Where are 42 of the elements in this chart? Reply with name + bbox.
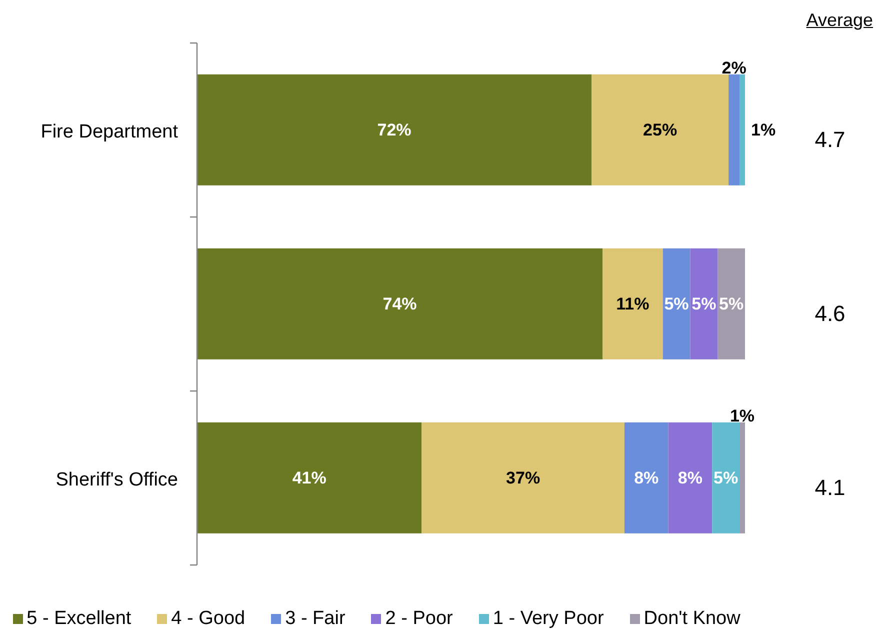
data-label: 5% <box>692 294 716 314</box>
data-label: 8% <box>634 468 659 488</box>
data-label: 8% <box>678 468 702 488</box>
bar <box>668 422 712 534</box>
y-tick-label: Fire Department <box>40 122 179 142</box>
bar <box>592 74 729 186</box>
data-label: 74% <box>382 294 417 314</box>
data-label: 5% <box>719 294 744 314</box>
data-label: 2% <box>722 58 746 78</box>
text: 4.7 <box>814 126 846 154</box>
bar <box>740 74 745 186</box>
bar <box>690 248 718 360</box>
legend-label: 5 - Excellent <box>26 608 132 630</box>
bar <box>422 422 624 534</box>
data-label: 37% <box>506 468 540 488</box>
text: 4.1 <box>814 474 846 502</box>
bar <box>602 248 663 360</box>
legend-label: 4 - Good <box>170 608 246 630</box>
legend-label: 1 - Very Poor <box>492 608 604 630</box>
data-label: 25% <box>643 120 678 140</box>
legend-label: 2 - Poor <box>384 608 453 630</box>
bar <box>728 74 740 186</box>
bar <box>624 422 668 534</box>
data-label: 41% <box>292 468 326 488</box>
data-label: 11% <box>616 294 650 314</box>
bar <box>197 248 603 360</box>
data-label: 5% <box>664 294 689 314</box>
y-tick-label: Sheriff's Office <box>56 470 178 490</box>
text: 4.6 <box>814 300 846 328</box>
data-label: 72% <box>377 120 412 140</box>
legend-label: Don't Know <box>642 608 740 630</box>
bar <box>712 422 740 534</box>
text: Average <box>806 10 873 31</box>
bar <box>662 248 690 360</box>
legend-label: 3 - Fair <box>284 608 346 630</box>
bar <box>197 74 592 186</box>
data-label: 1% <box>730 406 755 426</box>
data-label: 5% <box>714 468 738 488</box>
bar <box>740 422 745 534</box>
bar <box>718 248 745 360</box>
bar <box>197 422 422 534</box>
data-label: 1% <box>751 120 776 140</box>
